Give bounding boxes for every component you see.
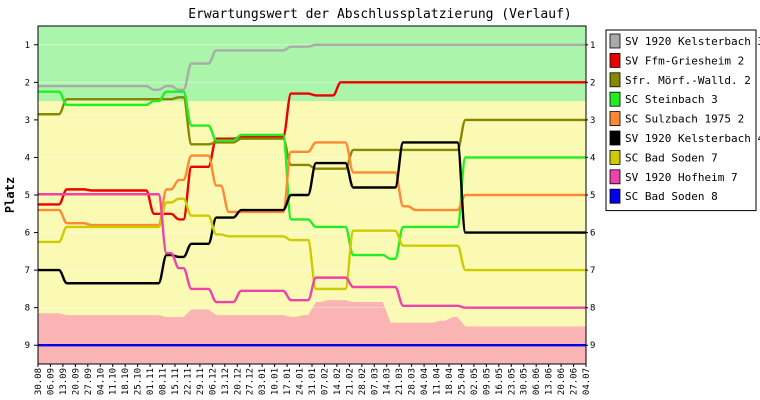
x-tick-label: 01.11	[146, 368, 156, 395]
x-tick-label: 06.12	[208, 368, 218, 395]
x-tick-label: 18.04	[445, 368, 455, 395]
legend-swatch	[609, 149, 621, 165]
x-tick-label: 25.10	[134, 368, 144, 395]
legend-label: SC Steinbach 3	[625, 93, 718, 106]
x-tick-label: 28.02	[358, 368, 368, 395]
x-tick-label: 23.05	[507, 368, 517, 395]
y-tick-label: 1	[590, 41, 595, 51]
x-tick-label: 30.05	[520, 368, 530, 395]
legend-label: SC Sulzbach 1975 2	[625, 113, 744, 126]
legend-swatch	[609, 188, 621, 204]
y-tick-labels-left: 1 2 3 4 5 6 7 8 9	[25, 41, 38, 351]
x-tick-label: 15.11	[171, 368, 181, 395]
x-tick-label: 14.03	[383, 368, 393, 395]
zone-relegation	[38, 300, 590, 364]
x-tick-label: 03.01	[258, 368, 268, 395]
y-tick-label: 8	[25, 304, 30, 314]
x-tick-label: 20.06	[557, 368, 567, 395]
x-tick-label: 04.07	[582, 368, 592, 395]
x-tick-label: 18.10	[121, 368, 131, 395]
legend-label: SC Bad Soden 7	[625, 151, 718, 164]
y-tick-label: 5	[25, 191, 30, 201]
x-tick-label: 02.05	[470, 368, 480, 395]
y-tick-label: 8	[590, 304, 595, 314]
legend-label: SV Ffm-Griesheim 2	[625, 54, 744, 67]
x-tick-label: 07.03	[370, 368, 380, 395]
chart-title: Erwartungswert der Abschlussplatzierung …	[188, 7, 572, 22]
x-tick-label: 29.11	[196, 368, 206, 395]
series-lines	[38, 43, 586, 347]
y-tick-label: 6	[25, 229, 30, 239]
legend-swatch	[609, 72, 621, 88]
legend: SV 1920 Kelsterbach 3 SV Ffm-Griesheim 2 S…	[605, 29, 760, 212]
y-tick-label: 3	[590, 116, 595, 126]
y-tick-label: 7	[590, 266, 595, 276]
x-tick-label: 20.12	[233, 368, 243, 395]
x-tick-label: 31.01	[308, 368, 318, 395]
x-tick-label: 30.08	[34, 368, 44, 395]
legend-swatch	[609, 53, 621, 68]
series-line	[38, 43, 586, 92]
x-tick-label: 11.10	[109, 368, 119, 395]
x-tick-label: 11.04	[433, 368, 443, 395]
x-tick-label: 13.12	[221, 368, 231, 395]
y-tick-label: 1	[25, 41, 30, 51]
x-tick-label: 21.02	[345, 368, 355, 395]
x-tick-label: 14.02	[333, 368, 343, 395]
y-tick-label: 7	[25, 266, 30, 276]
x-tick-label: 07.02	[320, 368, 330, 395]
x-tick-label: 09.05	[482, 368, 492, 395]
y-tick-label: 4	[25, 153, 30, 163]
y-tick-label: 6	[590, 229, 595, 239]
y-axis-label: Platz	[3, 177, 17, 213]
x-tick-label: 13.09	[59, 368, 69, 395]
legend-swatch	[609, 169, 621, 185]
y-tick-label: 3	[25, 116, 30, 126]
y-tick-labels-right: 1 2 3 4 5 6 7 8 9	[586, 41, 595, 351]
x-tick-label: 24.01	[296, 368, 306, 395]
x-tick-label: 10.01	[271, 368, 281, 395]
y-tick-label: 9	[25, 341, 30, 351]
legend-swatch	[609, 33, 621, 49]
zone-promotion	[38, 26, 586, 102]
legend-swatch	[609, 130, 621, 146]
legend-label: SV 1920 Kelsterbach 4	[625, 132, 760, 145]
y-tick-label: 9	[590, 341, 595, 351]
x-tick-label: 20.09	[71, 368, 81, 395]
series-line	[38, 141, 586, 227]
y-tick-label: 2	[25, 78, 30, 88]
legend-swatch	[609, 91, 621, 107]
legend-box	[605, 29, 757, 212]
x-tick-label: 06.09	[46, 368, 56, 395]
x-tick-label: 08.11	[159, 368, 169, 395]
series-line	[38, 90, 586, 261]
x-tick-label: 13.06	[545, 368, 555, 395]
x-tick-label: 27.06	[570, 368, 580, 395]
legend-label: Sfr. Mörf.-Walld. 2	[625, 74, 751, 87]
legend-label: SV 1920 Kelsterbach 3	[625, 35, 760, 48]
x-tick-label: 21.03	[395, 368, 405, 395]
series-line	[38, 197, 586, 291]
x-tick-label: 04.04	[420, 368, 430, 395]
x-tick-label: 28.03	[408, 368, 418, 395]
series-line	[38, 96, 586, 170]
x-tick-labels: 30.08 06.09 13.09 20.09 27.09 04.10 11.10 18.10…	[34, 364, 592, 395]
x-tick-label: 25.04	[457, 368, 467, 395]
y-tick-label: 2	[590, 78, 595, 88]
y-tick-label: 4	[590, 153, 595, 163]
legend-label: SC Bad Soden 8	[625, 190, 718, 203]
x-tick-label: 04.10	[96, 368, 106, 395]
x-tick-label: 27.12	[246, 368, 256, 395]
y-tick-label: 5	[590, 191, 595, 201]
x-tick-label: 27.09	[84, 368, 94, 395]
x-tick-label: 16.05	[495, 368, 505, 395]
legend-label: SV 1920 Hofheim 7	[625, 171, 738, 184]
x-tick-label: 22.11	[183, 368, 193, 395]
series-line	[38, 141, 586, 285]
x-tick-label: 17.01	[283, 368, 293, 395]
series-line	[38, 193, 586, 309]
x-tick-label: 06.06	[532, 368, 542, 395]
legend-swatch	[609, 111, 621, 126]
